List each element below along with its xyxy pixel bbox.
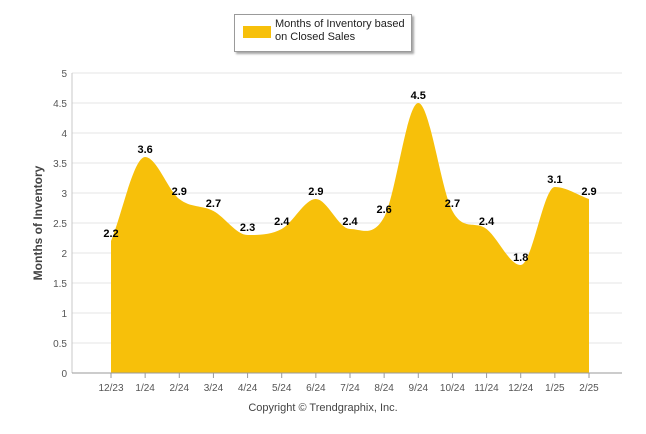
y-tick-label: 4.5 xyxy=(53,99,67,110)
plot-area xyxy=(111,103,589,373)
legend-swatch xyxy=(243,26,271,38)
y-tick-label: 0 xyxy=(61,369,67,380)
x-tick-label: 8/24 xyxy=(374,383,394,394)
data-labels: 2.2 3.6 2.9 2.7 2.3 2.4 2.9 2.4 2.6 4.5 2.7 2.4 1.8 3… xyxy=(103,90,596,264)
x-tick-label: 7/24 xyxy=(340,383,360,394)
y-tick-label: 0.5 xyxy=(53,339,67,350)
x-tick-label: 11/24 xyxy=(474,383,499,394)
x-tick-label: 10/24 xyxy=(440,383,465,394)
data-label: 2.3 xyxy=(240,222,255,234)
data-label: 2.7 xyxy=(445,198,460,210)
x-tick-label: 2/25 xyxy=(579,383,599,394)
y-tick-label: 1 xyxy=(61,309,67,320)
y-axis-title: Months of Inventory xyxy=(31,165,45,280)
x-tick-label: 6/24 xyxy=(306,383,326,394)
data-label: 2.6 xyxy=(376,204,391,216)
y-tick-label: 2.5 xyxy=(53,219,67,230)
y-tick-label: 5 xyxy=(61,69,67,80)
y-tick-label: 2 xyxy=(61,249,67,260)
legend: Months of Inventory based on Closed Sale… xyxy=(234,14,412,52)
x-tick-label: 3/24 xyxy=(204,383,224,394)
y-tick-label: 1.5 xyxy=(53,279,67,290)
x-tick-label: 1/24 xyxy=(135,383,155,394)
data-label: 2.4 xyxy=(342,216,358,228)
x-tick-label: 9/24 xyxy=(409,383,429,394)
data-label: 2.7 xyxy=(206,198,221,210)
data-label: 2.4 xyxy=(274,216,290,228)
x-tick-label: 1/25 xyxy=(545,383,565,394)
x-tick-label: 4/24 xyxy=(238,383,258,394)
data-label: 3.1 xyxy=(547,174,562,186)
data-label: 2.9 xyxy=(581,186,596,198)
x-axis: 12/23 1/24 2/24 3/24 4/24 5/24 6/24 7/24 8/24 9/2… xyxy=(98,373,599,394)
copyright-text: Copyright © Trendgraphix, Inc. xyxy=(248,402,398,414)
x-tick-label: 2/24 xyxy=(170,383,190,394)
legend-label: Months of Inventory based on Closed Sale… xyxy=(275,18,405,43)
y-tick-label: 3 xyxy=(61,189,67,200)
data-label: 2.9 xyxy=(308,186,323,198)
data-label: 1.8 xyxy=(513,252,528,264)
area-series xyxy=(111,103,589,373)
x-tick-label: 5/24 xyxy=(272,383,292,394)
data-label: 2.4 xyxy=(479,216,495,228)
x-tick-label: 12/24 xyxy=(508,383,533,394)
y-tick-label: 3.5 xyxy=(53,159,67,170)
data-label: 2.2 xyxy=(103,228,118,240)
y-axis: 0 0.5 1 1.5 2 2.5 3 3.5 4 4.5 5 xyxy=(53,69,622,380)
y-tick-label: 4 xyxy=(61,129,67,140)
data-label: 2.9 xyxy=(172,186,187,198)
x-tick-label: 12/23 xyxy=(98,383,123,394)
data-label: 4.5 xyxy=(411,90,426,102)
data-label: 3.6 xyxy=(137,144,152,156)
